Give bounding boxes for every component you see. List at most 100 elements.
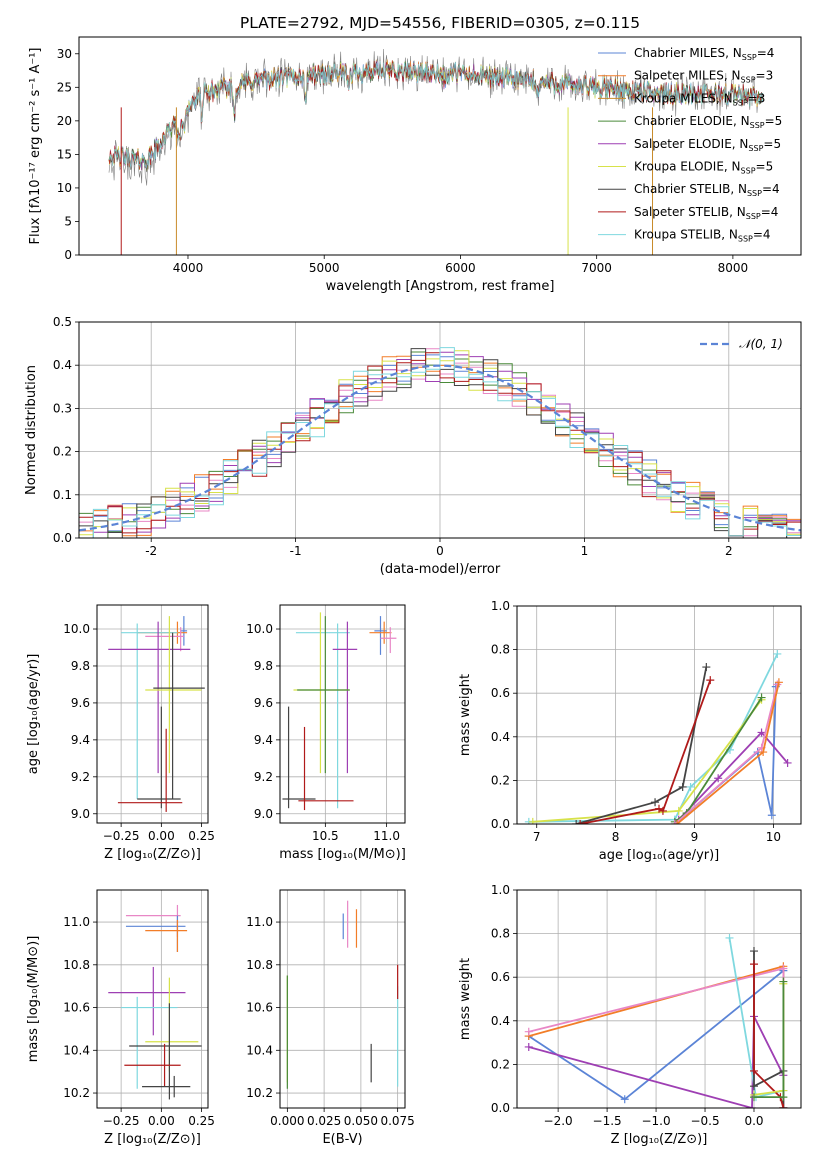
x-tick-label: -1 (290, 544, 302, 558)
x-tick-label: 7000 (581, 261, 612, 275)
weight-point-marker (749, 947, 758, 956)
y-tick-label: 0.0 (491, 1101, 510, 1115)
y-tick-label: 9.6 (254, 696, 273, 710)
weight-point-marker (779, 964, 788, 973)
plot-frame (516, 889, 802, 1109)
weight-point-marker (757, 693, 766, 702)
x-tick-label: 0.075 (380, 1114, 414, 1128)
legend-label: Salpeter MILES, NSSP=3 (634, 69, 773, 85)
y-tick-label: 10.0 (63, 622, 90, 636)
y-tick-label: 9.2 (71, 770, 90, 784)
x-tick-label: 4000 (173, 261, 204, 275)
x-tick-label: 10.5 (312, 829, 339, 843)
mass-weight-vs-age-plot: 7 8 9 10 0.0 0.2 0.4 0.6 0.8 1.0 age [log₁₀(age/yr… (458, 599, 802, 863)
y-tick-label: 20 (57, 114, 72, 128)
y-tick-label: 0.2 (491, 773, 510, 787)
y-tick-label: 10.8 (63, 958, 90, 972)
mass-weight-vs-metallicity-plot: −2.0 −1.5 −1.0 −0.5 0.0 0.0 0.2 0.4 0.6 0.8 1.0 Z [… (458, 883, 802, 1147)
x-tick-label: −1.5 (593, 1114, 622, 1128)
y-tick-label: 0.4 (53, 358, 72, 372)
weight-point-marker (714, 774, 723, 783)
legend-label: Kroupa ELODIE, NSSP=5 (634, 160, 773, 176)
y-tick-label: 10.8 (246, 958, 273, 972)
plot-frame (279, 604, 406, 824)
spectrum-legend: Chabrier MILES, NSSP=4 Salpeter MILES, NS… (598, 46, 782, 244)
y-tick-label: 25 (57, 80, 72, 94)
legend-label: Kroupa MILES, NSSP=3 (634, 91, 765, 107)
y-tick-label: 10.6 (246, 1001, 273, 1015)
weight-point-marker (774, 678, 783, 687)
y-tick-label: 0.0 (53, 531, 72, 545)
histograms (79, 347, 801, 538)
y-tick-label: 10.4 (63, 1043, 90, 1057)
y-tick-label: 10.2 (246, 1086, 273, 1100)
y-tick-label: 9.0 (254, 807, 273, 821)
weight-lines (524, 933, 788, 1108)
spectrum-lines (108, 48, 764, 255)
y-tick-label: 0.0 (491, 817, 510, 831)
gaussian-curve (79, 364, 801, 532)
x-tick-label: 5000 (309, 261, 340, 275)
x-axis-label: Z [log₁₀(Z/Z⊙)] (104, 1132, 201, 1147)
weight-lines (524, 649, 792, 824)
y-tick-label: 9.8 (71, 659, 90, 673)
y-tick-label: 9.4 (254, 733, 273, 747)
legend-label: Salpeter STELIB, NSSP=4 (634, 205, 778, 221)
x-tick-label: 2 (725, 544, 733, 558)
plot-frame (96, 889, 209, 1109)
observed-spectrum-line (108, 48, 764, 186)
y-tick-label: 0.3 (53, 401, 72, 415)
residuals-legend: 𝒩(0, 1) (700, 337, 783, 351)
x-tick-label: 0.050 (344, 1114, 378, 1128)
legend-label: Chabrier ELODIE, NSSP=5 (634, 114, 782, 130)
x-axis-label: age [log₁₀(age/yr)] (599, 848, 720, 863)
plot-area (280, 890, 405, 1108)
y-tick-label: 0.8 (491, 927, 510, 941)
weight-point-marker (620, 1095, 629, 1104)
weight-point-marker (779, 977, 788, 986)
x-axis-label: Z [log₁₀(Z/Z⊙)] (611, 1132, 708, 1147)
x-tick-label: −0.25 (103, 829, 140, 843)
weight-point-marker (749, 1093, 758, 1102)
weight-point-marker (779, 1104, 788, 1108)
x-tick-label: −0.5 (690, 1114, 719, 1128)
weight-point-marker (725, 933, 734, 942)
x-tick-label: −0.25 (103, 1114, 140, 1128)
y-tick-label: 9.2 (254, 770, 273, 784)
x-axis-label: wavelength [Angstrom, rest frame] (326, 279, 555, 294)
weight-point-marker (673, 820, 682, 824)
x-tick-label: -2 (145, 544, 157, 558)
y-axis-label: age [log₁₀(age/yr)] (26, 654, 41, 775)
y-tick-label: 0.8 (491, 643, 510, 657)
x-axis-label: (data-model)/error (380, 562, 501, 577)
y-tick-label: 9.8 (254, 659, 273, 673)
y-axis-label: mass [log₁₀(M/M⊙)] (26, 936, 41, 1063)
x-tick-label: 1 (581, 544, 589, 558)
mass-vs-ebv-plot: 0.000 0.025 0.050 0.075 10.2 10.4 10.6 10.8 11.0… (246, 889, 415, 1147)
x-tick-label: 8 (612, 830, 620, 844)
x-tick-label: 0.025 (307, 1114, 341, 1128)
legend-label: 𝒩(0, 1) (739, 337, 783, 351)
weight-point-marker (779, 1093, 788, 1102)
y-tick-label: 11.0 (63, 915, 90, 929)
weight-point-marker (767, 811, 776, 820)
y-tick-label: 11.0 (246, 915, 273, 929)
x-tick-label: 9 (691, 830, 699, 844)
x-tick-label: −2.0 (544, 1114, 573, 1128)
weight-point-marker (783, 758, 792, 767)
x-tick-label: 0.00 (148, 829, 175, 843)
y-tick-label: 0.2 (53, 445, 72, 459)
weight-point-marker (749, 1082, 758, 1091)
y-tick-label: 15 (57, 147, 72, 161)
plot-frame (96, 604, 209, 824)
weight-point-marker (678, 782, 687, 791)
y-tick-label: 0.5 (53, 315, 72, 329)
x-tick-label: 8000 (718, 261, 749, 275)
y-tick-label: 0.2 (491, 1057, 510, 1071)
weight-point-marker (757, 728, 766, 737)
weight-point-marker (524, 1027, 533, 1036)
grid (97, 890, 208, 1108)
weight-point-marker (706, 676, 715, 685)
y-tick-label: 1.0 (491, 599, 510, 613)
